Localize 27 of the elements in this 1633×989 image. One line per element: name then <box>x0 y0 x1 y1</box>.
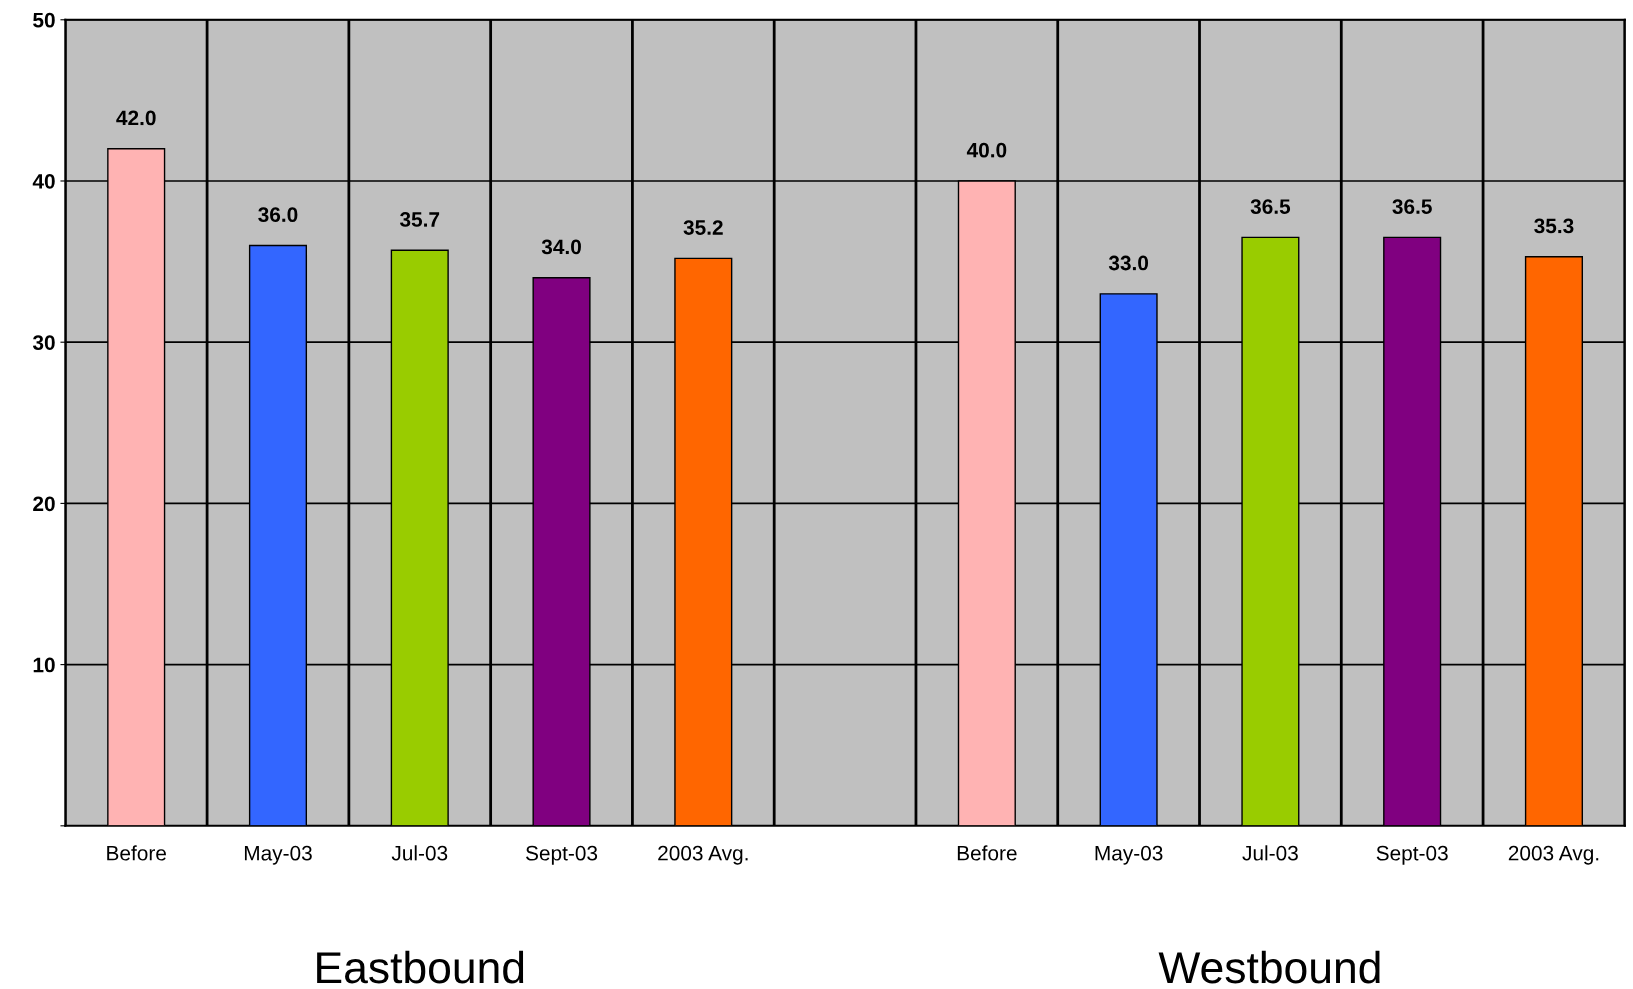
data-label: 33.0 <box>1108 255 1149 271</box>
x-tick-label: 2003 Avg. <box>658 845 748 865</box>
x-tick-label: Sept-03 <box>1376 845 1448 865</box>
data-label: 42.0 <box>116 110 156 126</box>
data-label: 36.5 <box>1392 199 1432 214</box>
y-tick-label: 50 <box>33 12 55 28</box>
data-label: 40.0 <box>966 142 1007 158</box>
x-tick-label: Before <box>957 845 1017 861</box>
text: Eastbound <box>317 950 524 984</box>
data-label: 34.0 <box>541 239 581 255</box>
data-label: 35.2 <box>683 220 723 235</box>
x-tick-label: Jul-03 <box>391 845 448 861</box>
y-tick-label: 40 <box>32 173 55 189</box>
data-label: 35.3 <box>1534 218 1574 234</box>
x-tick-label: May-03 <box>244 845 312 865</box>
y-tick-label: 20 <box>33 496 55 512</box>
x-tick-label: 2003 Avg. <box>1508 845 1599 865</box>
y-tick-label: 30 <box>32 335 55 350</box>
x-tick-label: Before <box>107 845 166 861</box>
x-tick-label: Sept-03 <box>526 845 598 865</box>
data-label: 36.0 <box>258 207 298 223</box>
y-tick-label: 10 <box>33 657 55 673</box>
data-label: 35.7 <box>399 212 440 227</box>
x-tick-label: May-03 <box>1095 845 1163 865</box>
text: Westbound <box>1158 950 1380 984</box>
data-label: 36.5 <box>1250 199 1291 214</box>
x-tick-label: Jul-03 <box>1242 845 1298 861</box>
